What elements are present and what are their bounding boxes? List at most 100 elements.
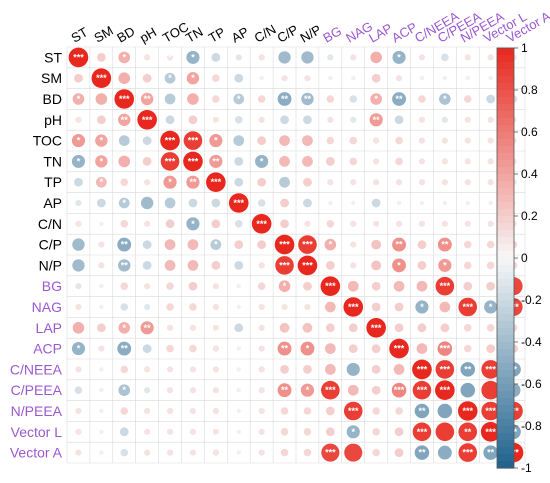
correlation-circle [392,92,406,106]
correlation-circle [211,198,221,208]
correlation-circle [257,199,266,207]
correlation-circle [258,324,265,331]
correlation-circle [395,136,403,145]
significance-label: * [191,73,195,83]
correlation-circle [416,343,428,354]
correlation-circle [350,54,357,61]
colorbar-segment [497,69,514,77]
correlation-circle [458,443,478,462]
correlation-circle [68,47,89,68]
correlation-circle [210,239,222,250]
correlation-circle [118,155,131,168]
correlation-circle [303,281,312,291]
colorbar-segment [497,433,514,441]
correlation-circle [437,341,453,356]
significance-label: *** [394,385,405,395]
colorbar-segment [497,76,514,84]
correlation-circle [325,261,335,270]
correlation-circle [418,95,426,103]
colorbar-segment [497,90,514,98]
correlation-circle [280,407,289,415]
correlation-circle [437,403,453,419]
colorbar-segment [497,279,514,287]
correlation-circle [186,50,200,64]
correlation-circle [209,134,223,148]
correlation-circle [211,53,221,62]
significance-label: ** [144,94,152,104]
correlation-circle [481,401,500,421]
colorbar-segment [497,97,514,105]
correlation-circle [395,407,403,415]
significance-label: * [77,94,81,104]
column-label: TP [206,24,228,45]
correlation-circle [463,344,472,353]
correlation-circle [166,387,174,394]
significance-label: * [351,427,355,437]
correlation-circle [280,219,289,229]
correlation-circle [258,345,265,352]
correlation-circle [349,136,358,145]
correlation-circle [439,301,451,313]
correlation-circle [117,237,132,252]
correlation-circle [140,92,154,106]
correlation-circle [304,75,311,82]
correlation-circle [212,74,220,82]
colorbar-segment [497,307,514,315]
colorbar-segment [497,321,514,329]
correlation-circle [458,422,478,442]
correlation-circle [487,54,494,61]
correlation-circle [160,152,180,171]
significance-label: ** [281,385,289,395]
correlation-circle [183,131,203,150]
colorbar-segment [497,391,514,399]
correlation-circle [75,303,82,311]
correlation-circle [281,303,288,311]
correlation-circle [327,116,334,123]
correlation-circle [164,72,176,84]
correlation-circle [166,54,174,61]
correlation-circle [327,179,334,186]
correlation-circle [441,179,448,186]
correlation-circle [326,136,335,145]
significance-label: ** [121,240,129,250]
correlation-circle [487,158,494,165]
correlation-circle [418,116,426,123]
correlation-circle [464,54,471,61]
correlation-circle [118,322,131,334]
correlation-circle [302,322,313,333]
correlation-circle [280,115,289,125]
correlation-circle [304,220,311,227]
correlation-circle [344,443,363,462]
correlation-circle [189,303,197,311]
correlation-circle [326,95,335,103]
significance-label: * [489,302,493,312]
significance-label: ** [464,364,472,374]
significance-label: * [122,198,126,208]
correlation-circle [163,175,177,189]
correlation-circle [302,156,313,167]
colorbar-segment [497,370,514,378]
correlation-circle [371,344,381,353]
correlation-circle [325,427,335,437]
correlation-circle [301,51,314,64]
correlation-circle [99,284,104,289]
correlation-circle [464,137,471,144]
correlation-circle [96,323,106,333]
colorbar-segment [497,454,514,462]
significance-label: * [168,52,172,62]
row-label: ST [44,49,62,65]
significance-label: * [397,52,401,62]
colorbar-segment [497,293,514,301]
correlation-circle [349,157,358,166]
column-label: N/P [297,22,323,46]
correlation-circle [258,116,265,123]
significance-label: *** [211,177,222,187]
row-label: TN [43,153,62,169]
correlation-circle [258,366,265,373]
correlation-circle [372,407,380,415]
correlation-circle [183,151,203,172]
significance-label: ** [418,406,426,416]
significance-label: *** [325,448,336,458]
colorbar-tick-label: -0.2 [521,293,542,307]
